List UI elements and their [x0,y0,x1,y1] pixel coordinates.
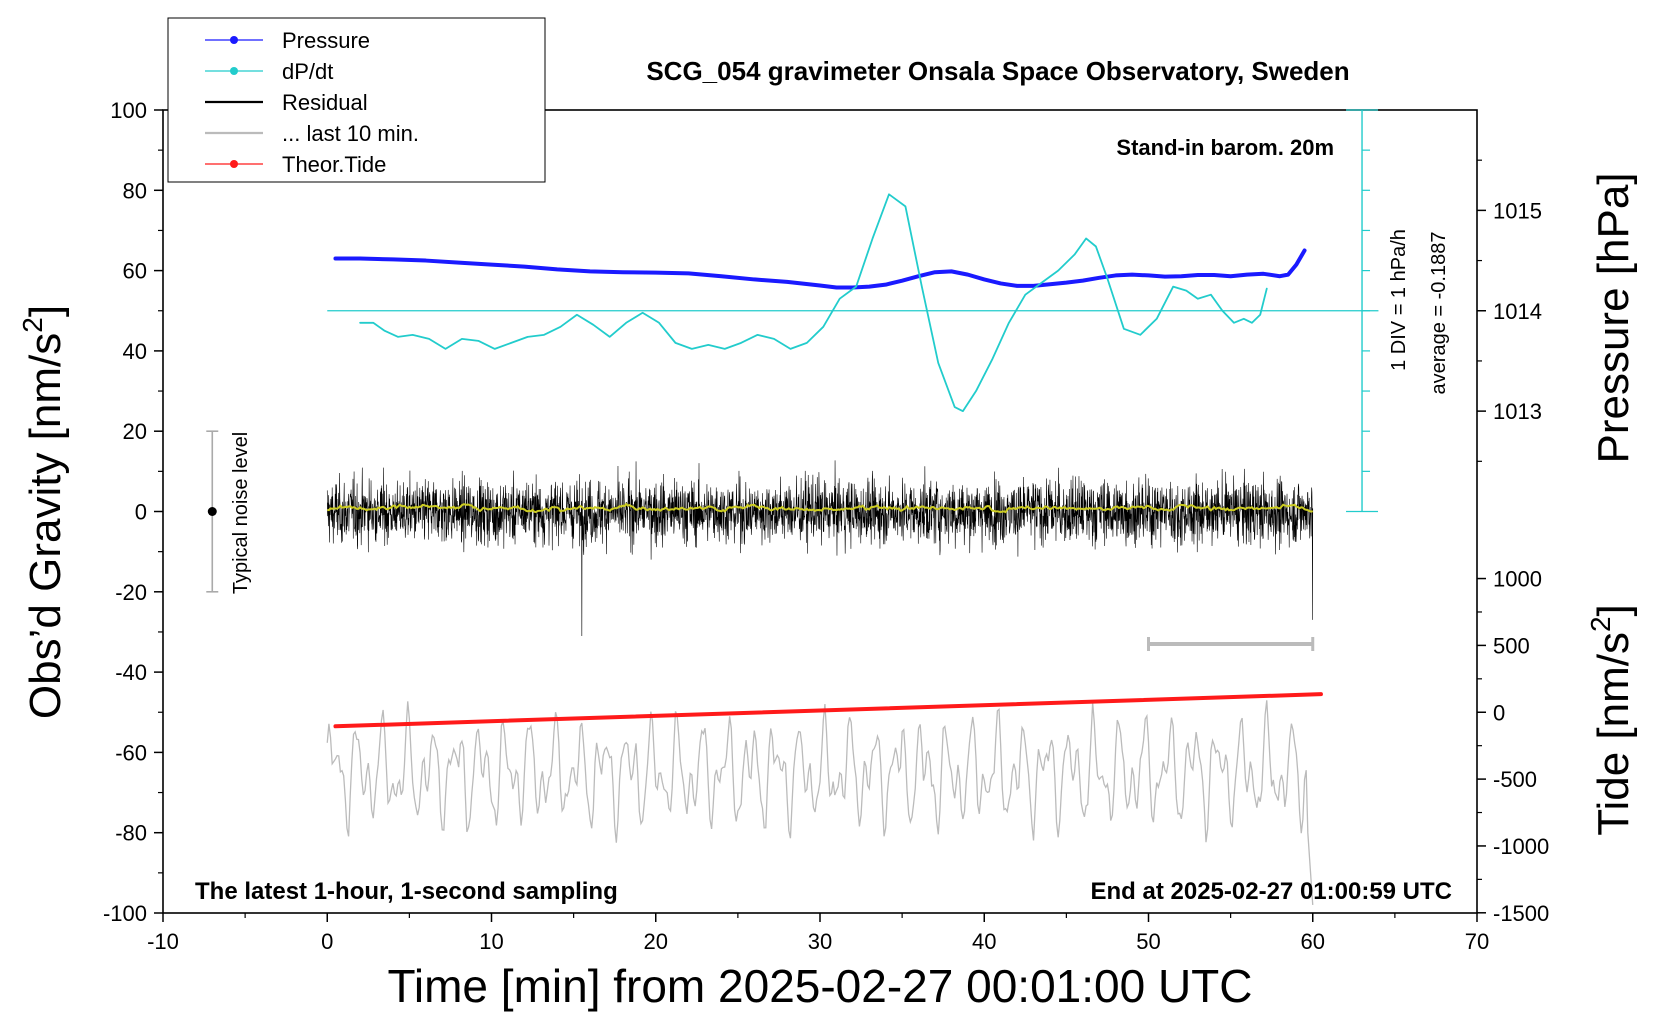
tide-tick-label: -500 [1493,767,1537,792]
barometer-annotation: Stand-in barom. 20m [1116,135,1334,160]
legend-label: Theor.Tide [282,152,386,177]
x-tick-label: 60 [1301,929,1325,954]
dpdt-average-annotation: average = -0.1887 [1428,232,1450,395]
y-axis-label-pressure: Pressure [hPa] [1589,172,1638,463]
tide-tick-label: 0 [1493,700,1505,725]
x-tick-label: 0 [321,929,333,954]
bottom-right-annotation: End at 2025-02-27 01:00:59 UTC [1091,878,1453,905]
noise-bar-center-dot [207,507,217,516]
y-axis-label-tide-sup: 2 [1585,616,1616,632]
tide-tick-label: 500 [1493,633,1530,658]
dpdt-scale-bar [327,109,1379,513]
pressure-tick-label: 1013 [1493,399,1542,424]
residual-smoothed-line [327,502,1314,514]
gravity-axis-ticks: -100 -80 -60 -40 -20 0 20 40 60 80 100 [103,98,163,926]
legend-label: ... last 10 min. [282,121,419,146]
noise-level-label: Typical noise level [230,432,252,594]
dpdt-series-line [359,193,1268,413]
gravity-tick-label: 80 [123,178,147,203]
legend-label: Residual [282,90,368,115]
tide-tick-label: -1500 [1493,901,1549,926]
legend-label: dP/dt [282,59,333,84]
gravity-tick-label: -20 [115,580,147,605]
x-axis-ticks: -10 0 10 20 30 40 50 60 70 [147,913,1489,954]
gravity-tick-label: 40 [123,339,147,364]
bottom-left-annotation: The latest 1-hour, 1-second sampling [195,878,618,905]
gravity-tick-label: 20 [123,419,147,444]
tide-tick-label: -1000 [1493,834,1549,859]
gravity-tick-label: -80 [115,821,147,846]
last-10-min-series-line [326,700,1314,906]
y-axis-label-left-main: Obs’d Gravity [nm/s [21,333,70,719]
y-axis-label-tide-main: Tide [nm/s [1589,632,1638,836]
tide-tick-label: 1000 [1493,567,1542,592]
x-tick-label: 10 [479,929,503,954]
legend-swatch-marker [230,67,238,75]
series-layer [326,193,1323,906]
x-tick-label: -10 [147,929,179,954]
pressure-tick-label: 1014 [1493,299,1542,324]
y-axis-label-left-sup: 2 [17,317,48,333]
gravity-tick-label: 0 [135,500,147,525]
gravity-tick-label: -60 [115,740,147,765]
x-tick-label: 50 [1136,929,1160,954]
chart-title: SCG_054 gravimeter Onsala Space Observat… [646,56,1349,86]
x-tick-label: 70 [1465,929,1489,954]
y-axis-label-left: Obs’d Gravity [nm/s2] [17,305,70,719]
theoretical-tide-series-line [333,692,1323,729]
right-axes-ticks: 1013 1014 1015 1000 500 0 -500 -1000 -1500 [1477,159,1549,926]
x-axis-label: Time [min] from 2025-02-27 00:01:00 UTC [388,960,1253,1012]
gravity-tick-label: 60 [123,259,147,284]
x-tick-label: 30 [808,929,832,954]
legend-label: Pressure [282,28,370,53]
legend-swatch-marker [230,36,238,44]
y-axis-label-tide: Tide [nm/s2] [1585,604,1638,836]
x-tick-label: 20 [644,929,668,954]
gravity-tick-label: 100 [110,98,147,123]
gravity-tick-label: -40 [115,660,147,685]
y-axis-label-left-end: ] [21,305,70,317]
noise-level-indicator [206,430,219,593]
dpdt-scale-annotation: 1 DIV = 1 hPa/h [1388,229,1410,371]
x-tick-label: 40 [972,929,996,954]
y-axis-label-tide-end: ] [1589,604,1638,616]
last-10-min-marker [1147,636,1315,651]
legend: Pressure dP/dt Residual ... last 10 min. The… [167,17,546,183]
legend-swatch-marker [230,160,238,168]
gravity-tick-label: -100 [103,901,147,926]
pressure-tick-label: 1015 [1493,198,1542,223]
pressure-series-line [333,248,1307,290]
legend-box [167,17,546,183]
